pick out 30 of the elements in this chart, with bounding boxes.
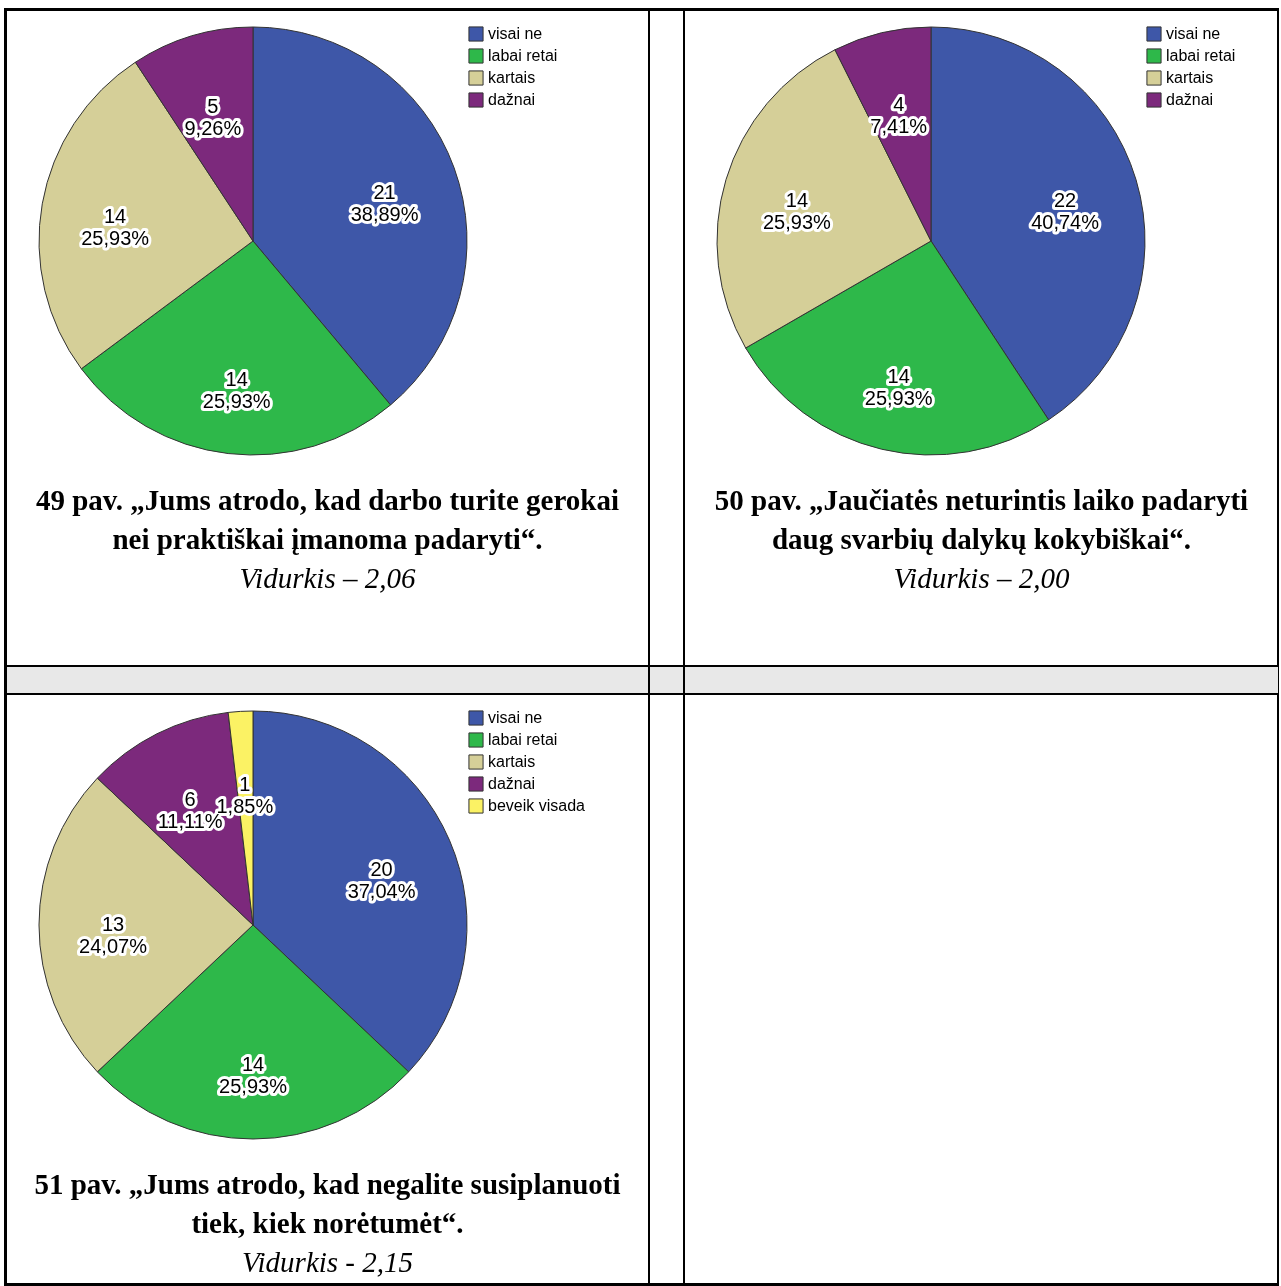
legend-label: kartais [488, 69, 536, 86]
data-label: 14 25,93% [762, 188, 832, 233]
text: Vidurkis - 2,15 [241, 1245, 414, 1280]
data-label: 20 37,04% [347, 857, 416, 902]
text: 50 pav. „Jaučiatės neturintis laiko padaryti daug svarbių dalykų kokybiškai“. [713, 483, 1250, 557]
data-label: 14 25,93% [202, 368, 271, 413]
legend-label: dažnai [488, 775, 536, 792]
legend-label: visai ne [1166, 25, 1221, 42]
text: Vidurkis – 2,00 [892, 561, 1071, 596]
legend-label: beveik visada [488, 797, 586, 814]
legend-label: labai retai [1166, 47, 1236, 64]
legend-label: visai ne [488, 709, 543, 726]
legend-label: kartais [1166, 69, 1214, 86]
data-label: 14 25,93% [864, 365, 933, 410]
legend-label: kartais [488, 753, 536, 770]
legend-label: visai ne [488, 25, 543, 42]
legend-label: dažnai [488, 91, 536, 108]
text: 49 pav. „Jums atrodo, kad darbo turite gerokai nei praktiškai įmanoma padaryti“. [35, 483, 620, 557]
legend-label: labai retai [488, 47, 558, 64]
data-label: 5 9,26% [184, 94, 242, 139]
data-label: 22 40,74% [1031, 188, 1100, 233]
legend-label: labai retai [488, 731, 558, 748]
data-label: 14 25,93% [219, 1053, 288, 1097]
data-label: 14 25,93% [81, 204, 150, 249]
text: Vidurkis – 2,06 [238, 561, 417, 596]
text: 51 pav. „Jums atrodo, kad negalite susiplanuoti tiek, kiek norėtumėt“. [33, 1167, 622, 1241]
data-label: 21 38,89% [350, 181, 419, 226]
data-label: 13 24,07% [79, 913, 148, 957]
legend-label: dažnai [1166, 91, 1214, 108]
data-label: 4 7,41% [870, 92, 928, 137]
